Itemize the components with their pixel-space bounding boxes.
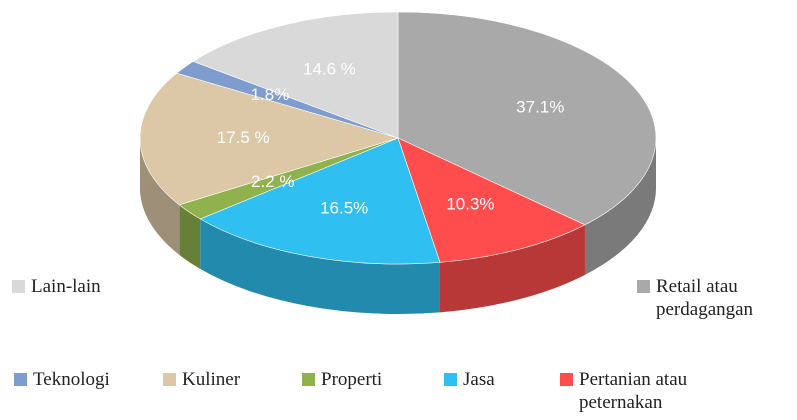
data-label: 10.3% bbox=[446, 194, 494, 213]
legend-swatch bbox=[637, 280, 650, 293]
legend-item: Jasa bbox=[444, 368, 544, 391]
legend-label: Jasa bbox=[463, 369, 495, 390]
data-label: 14.6 % bbox=[303, 60, 356, 79]
slice-side bbox=[584, 138, 656, 275]
slice-side bbox=[140, 138, 180, 255]
legend-swatch bbox=[163, 373, 176, 386]
legend-item: Pertanian atau peternakan bbox=[560, 368, 760, 414]
slice bbox=[199, 137, 441, 265]
legend-swatch bbox=[12, 280, 25, 293]
slice-side bbox=[200, 218, 440, 314]
legend-swatch bbox=[444, 373, 457, 386]
slice bbox=[192, 11, 399, 139]
legend-swatch bbox=[560, 373, 573, 386]
legend-label: Retail atau perdagangan bbox=[656, 276, 754, 320]
legend-label: Lain-lain bbox=[31, 276, 101, 297]
legend-label: Pertanian atau peternakan bbox=[579, 369, 688, 413]
data-label: 37.1% bbox=[516, 98, 564, 117]
slice-side bbox=[179, 204, 201, 269]
legend-item: Teknologi bbox=[14, 368, 154, 391]
legend-label: Kuliner bbox=[182, 369, 241, 390]
slice bbox=[397, 137, 586, 263]
legend-label: Teknologi bbox=[33, 369, 110, 390]
slice bbox=[139, 72, 400, 206]
legend-swatch bbox=[14, 373, 27, 386]
slice bbox=[397, 11, 657, 226]
data-label: 17.5 % bbox=[217, 128, 270, 147]
legend-swatch bbox=[302, 373, 315, 386]
legend-label: Properti bbox=[321, 369, 383, 390]
data-label: 16.5% bbox=[320, 198, 368, 217]
data-label: 2.2 % bbox=[251, 172, 294, 191]
legend-item: Properti bbox=[302, 368, 422, 391]
data-label: 1.8% bbox=[251, 85, 290, 104]
legend-item: Lain-lain bbox=[12, 275, 172, 298]
slice-side bbox=[439, 224, 585, 313]
legend-item: Retail atau perdagangan bbox=[637, 275, 787, 321]
legend-item: Kuliner bbox=[163, 368, 283, 391]
